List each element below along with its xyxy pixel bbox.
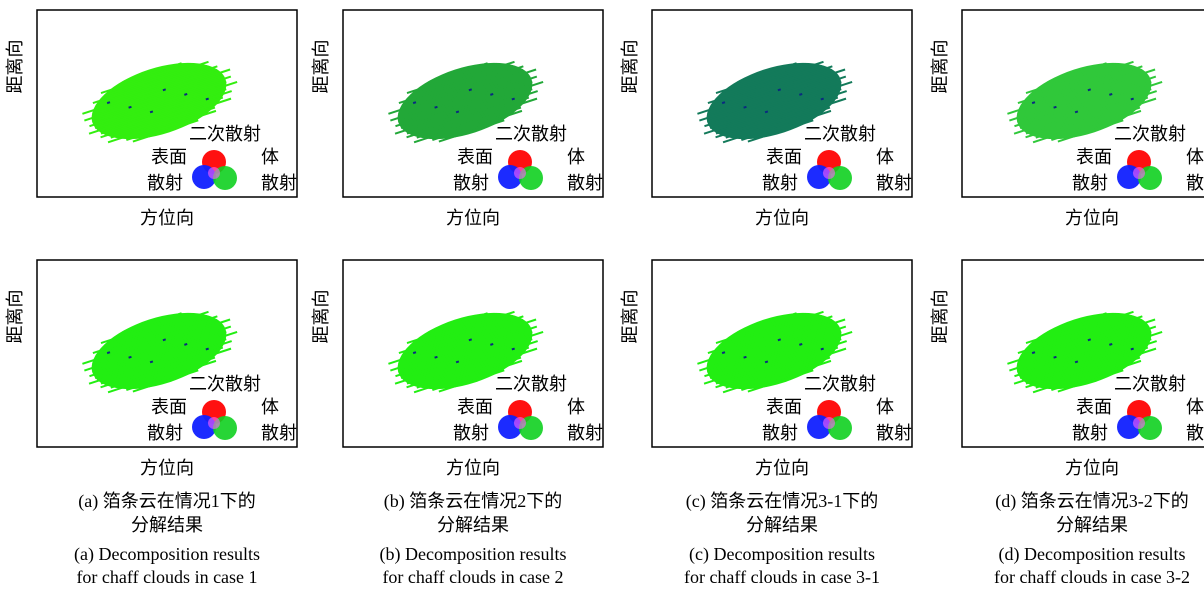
- caption: (d) Decomposition results: [999, 544, 1186, 565]
- legend-double: 二次散射: [804, 124, 876, 144]
- y-axis-label: 距离向: [930, 290, 950, 344]
- caption: (c) Decomposition results: [689, 544, 875, 565]
- caption: 分解结果: [437, 515, 509, 535]
- x-axis-label: 方位向: [140, 458, 194, 478]
- legend-surface-2: 散射: [762, 423, 798, 443]
- y-axis-label: 距离向: [930, 40, 950, 94]
- legend-volume: 体: [876, 147, 894, 167]
- panel: 二次散射表面散射 体散射 距离向方位向: [311, 260, 603, 478]
- legend-volume-2: 散射: [1186, 423, 1204, 443]
- caption: (a) Decomposition results: [74, 544, 260, 565]
- caption: for chaff clouds in case 3-2: [994, 567, 1190, 587]
- page: {"panels": [ {"y_label": "距离向", "x_label…: [0, 0, 1204, 592]
- legend-double: 二次散射: [1114, 374, 1186, 394]
- caption: for chaff clouds in case 2: [382, 567, 563, 587]
- caption: 分解结果: [131, 515, 203, 535]
- legend-surface-2: 散射: [453, 173, 489, 193]
- legend-surface-2: 散射: [1072, 173, 1108, 193]
- x-axis-label: 方位向: [446, 458, 500, 478]
- legend-surface: 表面: [766, 147, 802, 167]
- legend-volume: 体: [1186, 147, 1204, 167]
- legend-surface: 表面: [457, 147, 493, 167]
- legend-volume-2: 散射: [567, 173, 603, 193]
- legend-volume: 体: [261, 147, 279, 167]
- legend-mix: [208, 417, 220, 429]
- legend-double: 二次散射: [189, 124, 261, 144]
- legend-surface-2: 散射: [147, 173, 183, 193]
- panel: 二次散射表面散射 体散射 距离向方位向: [930, 260, 1204, 478]
- panel: 二次散射表面散射 体散射 距离向方位向: [5, 260, 297, 478]
- legend-mix: [1133, 417, 1145, 429]
- legend-volume-2: 散射: [261, 423, 297, 443]
- legend-volume: 体: [1186, 397, 1204, 417]
- legend-mix: [823, 417, 835, 429]
- x-axis-label: 方位向: [755, 458, 809, 478]
- legend-double: 二次散射: [495, 374, 567, 394]
- legend-volume-2: 散射: [876, 173, 912, 193]
- legend-surface-2: 散射: [147, 423, 183, 443]
- caption: (a) 箔条云在情况1下的: [78, 491, 255, 512]
- x-axis-label: 方位向: [1065, 208, 1119, 228]
- legend-surface: 表面: [151, 397, 187, 417]
- y-axis-label: 距离向: [5, 290, 25, 344]
- legend-mix: [208, 167, 220, 179]
- y-axis-label: 距离向: [5, 40, 25, 94]
- legend-volume: 体: [261, 397, 279, 417]
- legend-surface: 表面: [151, 147, 187, 167]
- legend-surface: 表面: [766, 397, 802, 417]
- legend-double: 二次散射: [1114, 124, 1186, 144]
- y-axis-label: 距离向: [620, 290, 640, 344]
- panel: 二次散射表面散射 体散射 距离向方位向: [311, 10, 603, 228]
- caption: for chaff clouds in case 1: [76, 567, 257, 587]
- legend-surface: 表面: [457, 397, 493, 417]
- y-axis-label: 距离向: [311, 290, 331, 344]
- legend-surface: 表面: [1076, 397, 1112, 417]
- legend-volume: 体: [567, 147, 585, 167]
- caption: (b) 箔条云在情况2下的: [384, 491, 563, 512]
- caption: (d) 箔条云在情况3-2下的: [995, 491, 1188, 512]
- y-axis-label: 距离向: [620, 40, 640, 94]
- legend-mix: [514, 167, 526, 179]
- x-axis-label: 方位向: [140, 208, 194, 228]
- legend-volume-2: 散射: [876, 423, 912, 443]
- legend-surface: 表面: [1076, 147, 1112, 167]
- x-axis-label: 方位向: [755, 208, 809, 228]
- legend-surface-2: 散射: [453, 423, 489, 443]
- legend-mix: [1133, 167, 1145, 179]
- legend-volume-2: 散射: [1186, 173, 1204, 193]
- x-axis-label: 方位向: [446, 208, 500, 228]
- legend-surface-2: 散射: [1072, 423, 1108, 443]
- legend-mix: [823, 167, 835, 179]
- x-axis-label: 方位向: [1065, 458, 1119, 478]
- y-axis-label: 距离向: [311, 40, 331, 94]
- caption: 分解结果: [1056, 515, 1128, 535]
- caption: 分解结果: [746, 515, 818, 535]
- legend-double: 二次散射: [495, 124, 567, 144]
- legend-double: 二次散射: [804, 374, 876, 394]
- caption: (c) 箔条云在情况3-1下的: [686, 491, 878, 512]
- caption: for chaff clouds in case 3-1: [684, 567, 880, 587]
- legend-volume: 体: [567, 397, 585, 417]
- legend-volume-2: 散射: [567, 423, 603, 443]
- legend-mix: [514, 417, 526, 429]
- legend-volume: 体: [876, 397, 894, 417]
- legend-volume-2: 散射: [261, 173, 297, 193]
- figure: 二次散射表面散射体散射距离向方位向二次散射表面散射体散射距离向方位向二次散射表面…: [0, 0, 1204, 592]
- legend-surface-2: 散射: [762, 173, 798, 193]
- legend-double: 二次散射: [189, 374, 261, 394]
- caption: (b) Decomposition results: [380, 544, 567, 565]
